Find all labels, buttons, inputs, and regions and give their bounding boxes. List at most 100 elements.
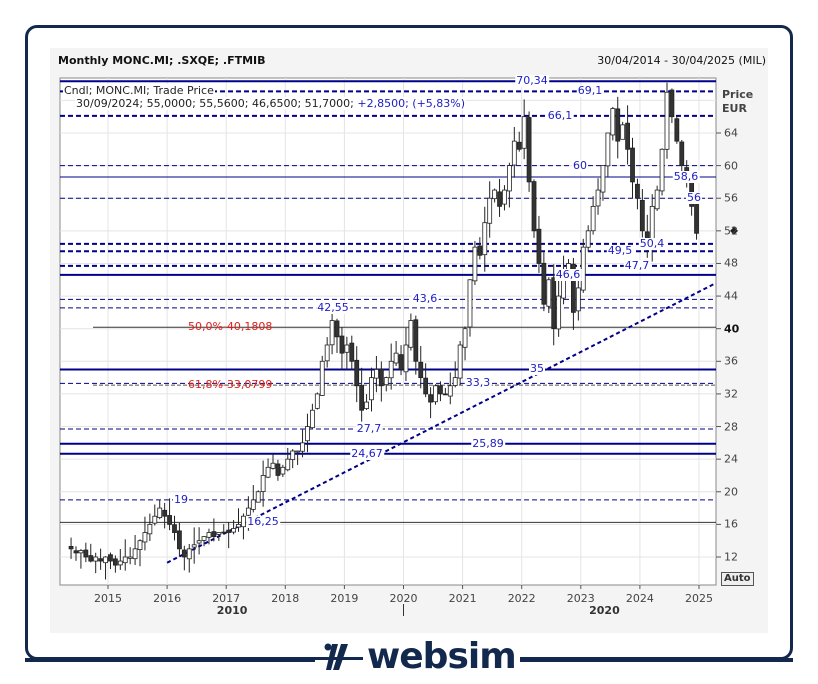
candle-up [305, 426, 310, 442]
candle-down [438, 385, 443, 395]
candle-up [250, 499, 256, 510]
x-tick-label: 2015 [94, 592, 122, 605]
candle-up [605, 132, 611, 167]
y-tick-label: 16 [724, 517, 738, 531]
candle-down [88, 555, 94, 562]
candle-up [309, 409, 315, 429]
candle-down [354, 359, 360, 387]
candle-up [447, 385, 453, 397]
candle-up [329, 320, 335, 346]
level-label: 42,55 [316, 300, 350, 314]
candle-up [216, 532, 222, 535]
level-label: 19 [173, 492, 189, 506]
y-tick-label: 56 [724, 191, 738, 205]
candle-up [457, 344, 463, 379]
x-tick-label: 2016 [153, 592, 182, 605]
candle-up [433, 385, 438, 403]
chart-title: Monthly MONC.MI; .SXQE; .FTMIB [58, 54, 266, 67]
candle-up [654, 189, 660, 210]
candle-up [147, 523, 153, 535]
candle-up [575, 287, 581, 312]
candle-down [536, 228, 542, 264]
candle-up [103, 556, 108, 564]
level-label: 24,67 [350, 446, 384, 460]
legend-ohlc: 30/09/2024; 55,0000; 55,5600; 46,6500; 5… [75, 97, 467, 110]
x-tick-label: 2022 [507, 592, 536, 605]
x-tick-label: 2021 [448, 592, 477, 605]
candle-up [280, 466, 286, 475]
candle-down [162, 509, 168, 517]
candle-up [191, 544, 197, 548]
candle-up [546, 279, 552, 307]
y-tick-label: 48 [724, 256, 738, 270]
candle-up [270, 462, 276, 469]
candle-up [300, 442, 305, 452]
candle-up [201, 536, 207, 541]
decade-label: 2020 [589, 604, 620, 617]
candle-up [245, 507, 251, 516]
candle-down [418, 361, 424, 379]
candle-down [211, 531, 217, 538]
candle-down [413, 319, 419, 362]
candle-down [526, 117, 532, 183]
candle-up [511, 140, 517, 166]
legend-change: +2,8500; (+5,83%) [357, 97, 466, 110]
candle-down [694, 204, 699, 234]
candle-up [383, 377, 389, 386]
candle-down [221, 531, 227, 534]
candle-up [117, 560, 123, 566]
candle-up [403, 344, 409, 373]
candle-up [260, 475, 266, 492]
candle-up [610, 108, 616, 136]
y-tick-label: 60 [724, 159, 738, 173]
candle-down [571, 263, 576, 313]
candle-up [492, 189, 498, 200]
candle-up [452, 377, 458, 386]
candle-up [462, 328, 468, 348]
candle-up [595, 189, 601, 207]
y-tick-label: 36 [724, 354, 738, 368]
candle-down [442, 393, 448, 396]
x-tick-label: 2023 [566, 592, 595, 605]
candle-down [167, 515, 172, 525]
candle-down [73, 550, 79, 554]
y-tick-label: 64 [724, 126, 738, 140]
level-label: 60 [572, 158, 588, 172]
level-label: 43,6 [411, 292, 439, 306]
candle-up [482, 222, 488, 256]
candle-up [206, 532, 212, 538]
candle-down [679, 141, 685, 167]
candle-up [152, 515, 158, 524]
candle-up [231, 528, 236, 533]
fibonacci-label: 61,8%-33,0799 [188, 378, 273, 392]
candle-down [477, 245, 483, 256]
level-label: 58,6 [672, 170, 700, 184]
candle-up [265, 466, 271, 478]
x-tick-label: 2025 [685, 592, 713, 605]
candle-down [639, 199, 645, 232]
level-label: 33,3 [464, 376, 492, 390]
candle-up [664, 91, 670, 150]
candle-down [334, 320, 340, 338]
level-label: 35 [529, 362, 545, 376]
candle-up [314, 393, 320, 409]
candle-up [142, 532, 148, 543]
y-tick-label: 28 [724, 420, 738, 434]
candle-down [669, 89, 675, 118]
candle-up [78, 550, 84, 554]
candle-down [83, 549, 89, 558]
candle-up [467, 279, 473, 328]
candle-down [349, 342, 355, 362]
candle-down [68, 545, 74, 550]
legend-values: 30/09/2024; 55,0000; 55,5600; 46,6500; 5… [76, 97, 354, 110]
auto-scale-button[interactable]: Auto [721, 572, 754, 586]
candle-down [398, 354, 404, 370]
candle-up [521, 116, 527, 149]
level-label: 16,25 [246, 515, 280, 529]
candle-down [112, 558, 118, 566]
candle-up [502, 189, 507, 205]
candle-up [157, 507, 163, 518]
trendline [166, 282, 717, 564]
candle-down [497, 191, 502, 207]
